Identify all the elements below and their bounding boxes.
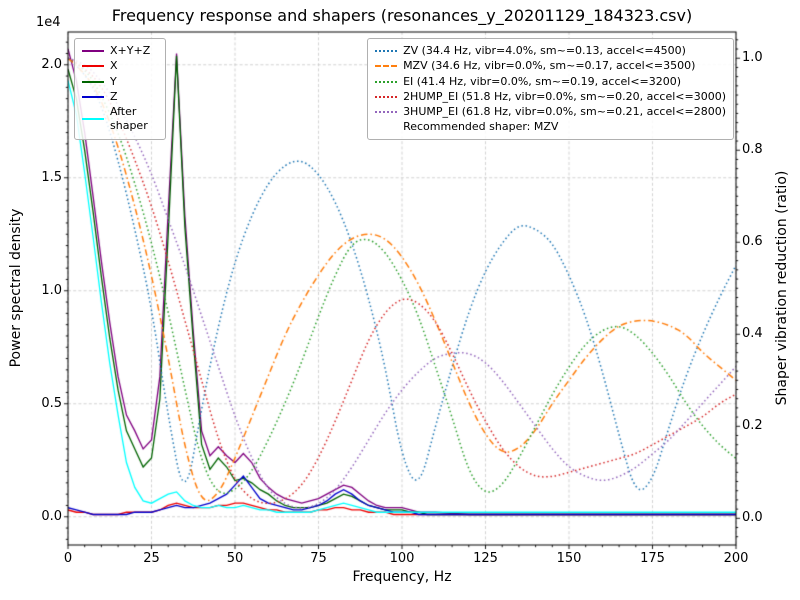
- legend-entry-ei: EI (41.4 Hz, vibr=0.0%, sm~=0.19, accel<…: [375, 75, 726, 89]
- y-left-tick-0.5: 0.5: [41, 395, 62, 411]
- legend-label-ei: EI (41.4 Hz, vibr=0.0%, sm~=0.19, accel<…: [403, 74, 682, 88]
- x-tick-200: 200: [723, 551, 749, 566]
- legend-label-y: Y: [110, 74, 117, 88]
- y-axis-label-left: Power spectral density: [8, 208, 24, 368]
- x-axis-label: Frequency, Hz: [352, 569, 452, 585]
- legend-entry-y: Y: [82, 75, 158, 89]
- legend-label-3hump_ei: 3HUMP_EI (61.8 Hz, vibr=0.0%, sm~=0.21, …: [403, 105, 726, 119]
- chart-title: Frequency response and shapers (resonanc…: [111, 6, 693, 25]
- legend-label-z: Z: [110, 89, 118, 103]
- legend-shapers: ZV (34.4 Hz, vibr=4.0%, sm~=0.13, accel<…: [367, 38, 734, 140]
- x-tick-50: 50: [226, 551, 244, 566]
- recommended-shaper-note: Recommended shaper: MZV: [403, 120, 559, 134]
- y-right-tick-0.2: 0.2: [742, 418, 763, 434]
- legend-label-2hump_ei: 2HUMP_EI (51.8 Hz, vibr=0.0%, sm~=0.20, …: [403, 89, 726, 103]
- legend-entry-zv: ZV (34.4 Hz, vibr=4.0%, sm~=0.13, accel<…: [375, 44, 726, 58]
- 2hump_ei-line-swatch: [375, 96, 398, 99]
- y-right-tick-1.0: 1.0: [742, 50, 763, 66]
- y-right-tick-0.0: 0.0: [742, 510, 763, 526]
- y-left-tick-2.0: 2.0: [41, 56, 62, 72]
- y-left-tick-0.0: 0.0: [41, 508, 62, 524]
- after_shaper-line-swatch: [82, 118, 104, 121]
- legend-label-xyz: X+Y+Z: [110, 44, 151, 57]
- mzv-line-swatch: [375, 65, 398, 68]
- legend-label-after_shaper: After shaper: [110, 105, 148, 133]
- axis-offset-text: 1e4: [36, 15, 61, 30]
- y-right-tick-0.8: 0.8: [742, 142, 763, 158]
- y-left-tick-1.5: 1.5: [41, 169, 62, 185]
- x-tick-75: 75: [310, 551, 327, 566]
- y-line-swatch: [82, 80, 104, 83]
- x-tick-150: 150: [556, 551, 582, 566]
- x-tick-125: 125: [473, 551, 498, 566]
- legend-entry-after_shaper: After shaper: [82, 105, 158, 134]
- x-line-swatch: [82, 65, 104, 68]
- xyz-line-swatch: [82, 50, 104, 53]
- legend-label-mzv: MZV (34.6 Hz, vibr=0.0%, sm~=0.17, accel…: [403, 59, 696, 73]
- zv-line-swatch: [375, 50, 398, 53]
- legend-entry-3hump_ei: 3HUMP_EI (61.8 Hz, vibr=0.0%, sm~=0.21, …: [375, 105, 726, 119]
- ei-line-swatch: [375, 80, 398, 83]
- legend-entry-mzv: MZV (34.6 Hz, vibr=0.0%, sm~=0.17, accel…: [375, 59, 726, 73]
- y-axis-label-right: Shaper vibration reduction (ratio): [774, 170, 790, 406]
- x-tick-100: 100: [389, 551, 415, 566]
- legend-entry-x: X: [82, 59, 158, 73]
- legend-label-zv: ZV (34.4 Hz, vibr=4.0%, sm~=0.13, accel<…: [403, 44, 686, 57]
- y-left-tick-1.0: 1.0: [41, 282, 62, 298]
- x-tick-25: 25: [143, 551, 160, 566]
- legend-entry-2hump_ei: 2HUMP_EI (51.8 Hz, vibr=0.0%, sm~=0.20, …: [375, 90, 726, 104]
- legend-psd: X+Y+Z X Y Z After shaper: [74, 38, 166, 140]
- x-tick-0: 0: [63, 551, 73, 566]
- z-line-swatch: [82, 96, 104, 99]
- legend-label-x: X: [110, 59, 118, 73]
- legend-entry-xyz: X+Y+Z: [82, 44, 158, 58]
- 3hump_ei-line-swatch: [375, 111, 398, 114]
- y-right-tick-0.4: 0.4: [742, 326, 763, 342]
- legend-entry-z: Z: [82, 90, 158, 104]
- y-right-tick-0.6: 0.6: [742, 234, 763, 250]
- x-tick-175: 175: [640, 551, 665, 566]
